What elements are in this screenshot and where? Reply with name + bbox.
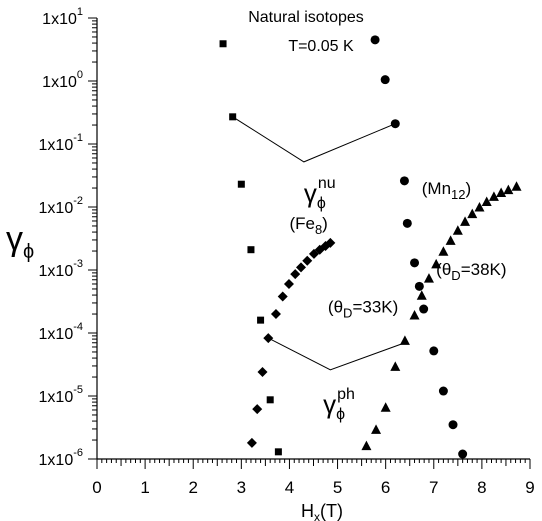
x-tick-label: 1: [140, 478, 149, 497]
diamond-marker: [263, 333, 274, 344]
annotation-label: γϕph: [323, 386, 355, 423]
y-tick-label: 1x10-3: [39, 258, 83, 280]
y-axis-label: γϕ: [6, 220, 34, 263]
square-marker: [229, 113, 237, 121]
annotation-label: (Mn12): [422, 179, 471, 202]
diamond-marker: [290, 269, 301, 280]
annotations: γϕnu γϕph (Fe8) (Mn12) (θD=33K) (θD=38K): [289, 175, 506, 423]
x-axis-ticks: 0 1 2 3 4 5 6 7 8 9: [92, 459, 535, 497]
x-axis-label-suffix: (T): [320, 501, 343, 521]
circle-marker: [429, 346, 439, 356]
x-tick-label: 8: [477, 478, 486, 497]
plot-frame: [96, 18, 530, 460]
annotation-label: γϕnu: [304, 175, 336, 212]
triangle-marker: [390, 361, 401, 371]
square-marker: [274, 448, 282, 456]
circle-marker: [438, 386, 448, 396]
circle-marker: [414, 281, 424, 291]
diamond-marker: [270, 309, 281, 320]
diamond-marker: [283, 278, 294, 289]
x-tick-label: 0: [92, 478, 101, 497]
y-axis-label-main: γ: [6, 220, 23, 258]
x-tick-label: 6: [381, 478, 390, 497]
x-axis-label: Hx(T): [301, 501, 343, 521]
triangle-marker: [503, 184, 514, 195]
diamond-marker: [246, 437, 257, 448]
diamond-marker: [302, 255, 313, 266]
triangle-marker: [488, 191, 499, 201]
triangle-marker: [431, 258, 442, 269]
square-marker: [237, 180, 245, 188]
triangle-marker: [416, 290, 427, 300]
circle-marker: [448, 420, 458, 430]
triangle-marker: [371, 424, 382, 434]
y-tick-label: 1x10-4: [39, 321, 83, 343]
x-tick-label: 4: [285, 478, 294, 497]
circle-marker: [410, 258, 420, 268]
triangle-marker: [409, 309, 420, 320]
triangle-marker: [460, 216, 471, 226]
triangle-marker: [481, 196, 492, 207]
annotation-label: (θD=38K): [436, 260, 506, 283]
triangle-marker: [474, 202, 485, 212]
y-tick-label: 1x101: [42, 6, 83, 28]
data-markers: [219, 35, 522, 459]
y-tick-label: 1x10-6: [39, 447, 83, 469]
y-axis-label-sub: ϕ: [23, 241, 34, 263]
circle-marker: [402, 218, 412, 228]
chart-title: Natural isotopes: [248, 9, 364, 26]
diamond-marker: [295, 262, 306, 273]
diamond-marker: [252, 404, 263, 415]
triangle-marker: [467, 208, 478, 219]
square-marker: [247, 246, 255, 254]
circle-marker: [458, 449, 468, 459]
square-marker: [219, 40, 227, 48]
x-tick-label: 7: [429, 478, 438, 497]
annotation-label: (θD=33K): [328, 298, 398, 321]
annotation-label: (Fe8): [289, 214, 327, 237]
square-marker: [257, 316, 265, 324]
triangle-marker: [399, 335, 410, 345]
y-tick-label: 1x10-2: [39, 195, 83, 217]
square-marker: [266, 396, 274, 404]
y-tick-label: 1x100: [42, 69, 83, 91]
triangle-marker: [423, 273, 434, 283]
diamond-marker: [277, 291, 288, 302]
y-tick-label: 1x10-1: [39, 132, 83, 154]
circle-marker: [399, 176, 409, 186]
x-axis-label-sub: x: [314, 510, 320, 521]
x-tick-label: 5: [333, 478, 342, 497]
triangle-marker: [452, 225, 463, 235]
x-tick-label: 9: [525, 478, 534, 497]
diamond-marker: [325, 237, 336, 248]
triangle-marker: [361, 440, 372, 451]
connector-line: [268, 337, 406, 371]
x-axis-label-main: H: [301, 501, 314, 521]
circle-marker: [370, 35, 380, 45]
circle-marker: [380, 75, 390, 85]
y-tick-label: 1x10-5: [39, 384, 83, 406]
y-axis-ticks: 1x10-6 1x10-5 1x10-4 1x10-3 1x10-2 1x10-1 1x10…: [39, 6, 97, 469]
circle-marker: [419, 304, 429, 314]
circle-marker: [390, 119, 400, 129]
x-tick-label: 2: [188, 478, 197, 497]
diamond-marker: [257, 367, 268, 378]
triangle-marker: [438, 246, 449, 256]
x-tick-label: 3: [237, 478, 246, 497]
connector-lines: [232, 116, 406, 371]
connector-line: [232, 116, 396, 163]
chart-subtitle: T=0.05 K: [288, 38, 354, 55]
triangle-marker: [380, 402, 391, 412]
triangle-marker: [496, 187, 507, 197]
triangle-marker: [445, 235, 456, 245]
triangle-marker: [511, 181, 522, 191]
